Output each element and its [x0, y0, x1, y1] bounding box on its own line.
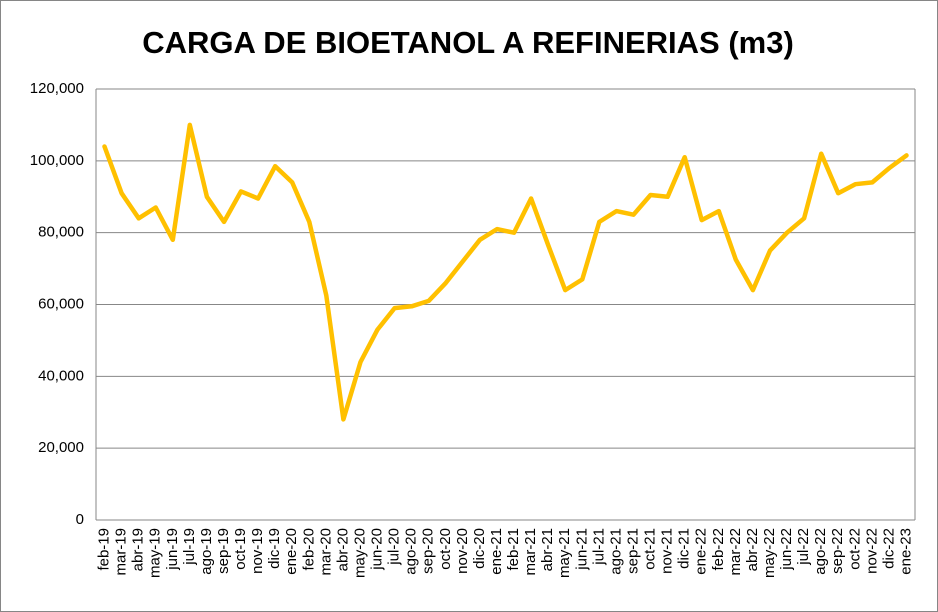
x-tick-label: sep-20 — [420, 528, 437, 574]
y-tick-label: 100,000 — [30, 152, 84, 169]
chart-title: CARGA DE BIOETANOL A REFINERIAS (m3) — [142, 25, 794, 60]
y-tick-label: 60,000 — [38, 295, 84, 312]
x-tick-label: jul-19 — [181, 528, 198, 566]
x-tick-label: mar-20 — [317, 528, 334, 576]
x-tick-label: jul-22 — [795, 528, 812, 566]
series-line — [102, 122, 909, 422]
x-tick-label: oct-21 — [642, 528, 659, 570]
x-tick-label: abr-22 — [744, 528, 761, 571]
x-tick-label: oct-22 — [846, 528, 863, 570]
x-tick-label: jun-22 — [778, 528, 795, 571]
x-tick-label: nov-19 — [249, 528, 266, 574]
x-tick-label: may-22 — [761, 528, 778, 578]
y-tick-label: 20,000 — [38, 439, 84, 456]
x-tick-label: abr-21 — [539, 528, 556, 571]
x-tick-label: abr-20 — [334, 528, 351, 571]
x-tick-label: ago-22 — [812, 528, 829, 575]
x-tick-label: ene-23 — [897, 528, 914, 575]
x-tick-label: may-19 — [147, 528, 164, 578]
x-tick-label: nov-21 — [659, 528, 676, 574]
x-tick-label: jul-21 — [590, 528, 607, 566]
x-tick-label: dic-22 — [880, 528, 897, 569]
x-tick-label: dic-21 — [676, 528, 693, 569]
y-tick-label: 0 — [76, 511, 84, 528]
x-tick-label: nov-22 — [863, 528, 880, 574]
x-tick-label: mar-22 — [727, 528, 744, 576]
y-tick-label: 120,000 — [30, 80, 84, 97]
x-tick-label: sep-21 — [624, 528, 641, 574]
x-tick-label: mar-19 — [113, 528, 130, 576]
y-tick-label: 40,000 — [38, 367, 84, 384]
x-tick-label: feb-21 — [505, 528, 522, 571]
x-tick-label: jun-19 — [164, 528, 181, 571]
x-tick-label: jun-20 — [369, 528, 386, 571]
x-tick-label: may-20 — [351, 528, 368, 578]
x-tick-label: may-21 — [556, 528, 573, 578]
x-tick-label: jun-21 — [573, 528, 590, 571]
x-tick-label: dic-20 — [471, 528, 488, 569]
x-tick-label: mar-21 — [522, 528, 539, 576]
x-tick-label: abr-19 — [130, 528, 147, 571]
x-tick-label: oct-19 — [232, 528, 249, 570]
x-tick-label: ago-20 — [403, 528, 420, 575]
y-tick-label: 80,000 — [38, 224, 84, 241]
x-tick-label: feb-19 — [96, 528, 113, 571]
x-tick-label: ene-21 — [488, 528, 505, 575]
x-tick-label: feb-22 — [710, 528, 727, 571]
x-tick-label: oct-20 — [437, 528, 454, 570]
x-tick-label: nov-20 — [454, 528, 471, 574]
x-tick-label: dic-19 — [266, 528, 283, 569]
x-tick-label: ago-21 — [607, 528, 624, 575]
x-tick-label: ene-20 — [283, 528, 300, 575]
x-tick-label: ene-22 — [693, 528, 710, 575]
x-tick-label: feb-20 — [300, 528, 317, 571]
x-tick-label: jul-20 — [386, 528, 403, 566]
x-tick-label: ago-19 — [198, 528, 215, 575]
x-tick-label: sep-19 — [215, 528, 232, 574]
x-tick-label: sep-22 — [829, 528, 846, 574]
